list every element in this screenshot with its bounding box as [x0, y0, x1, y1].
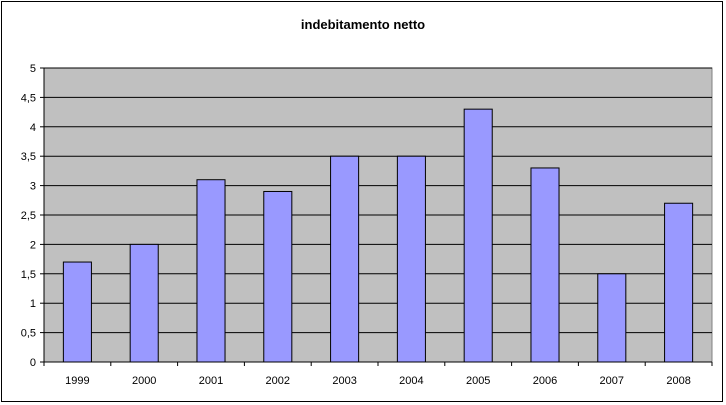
bar-2000 — [129, 243, 159, 363]
x-tick-label: 2008 — [666, 375, 690, 387]
bar-2002 — [263, 190, 293, 363]
x-tick-label: 2003 — [332, 375, 356, 387]
x-tick-label: 2006 — [533, 375, 557, 387]
bar-2001 — [196, 179, 226, 363]
bars — [62, 108, 694, 363]
y-tick-label: 4 — [30, 122, 36, 134]
y-tick-label: 1 — [30, 298, 36, 310]
x-tick-label: 2004 — [399, 375, 423, 387]
x-tick-label: 2001 — [199, 375, 223, 387]
x-tick-label: 2002 — [266, 375, 290, 387]
x-tick-label: 2007 — [600, 375, 624, 387]
y-tick-label: 2 — [30, 239, 36, 251]
bar-2005 — [463, 108, 493, 363]
y-tick-label: 5 — [30, 63, 36, 75]
axes — [43, 68, 712, 363]
y-tick-labels: 0 0,5 1 1,5 2 2,5 3 3,5 4 4,5 5 — [21, 63, 36, 369]
y-tick-label: 0,5 — [21, 328, 36, 340]
y-tick-label: 3 — [30, 181, 36, 193]
x-tick-label: 2005 — [466, 375, 490, 387]
bar-2003 — [330, 155, 360, 363]
bar-2007 — [597, 273, 627, 363]
bar-2006 — [530, 167, 560, 363]
y-tick-label: 3,5 — [21, 151, 36, 163]
bar-1999 — [62, 261, 92, 363]
chart-title: indebitamento netto — [300, 17, 426, 32]
y-tick-label: 4,5 — [21, 92, 36, 104]
x-tick-label: 1999 — [65, 375, 89, 387]
y-tick-label: 2,5 — [21, 210, 36, 222]
x-tick-label: 2000 — [132, 375, 156, 387]
y-tick-label: 1,5 — [21, 269, 36, 281]
y-tick-label: 0 — [30, 357, 36, 369]
bar-2008 — [664, 202, 694, 363]
bar-2004 — [396, 155, 426, 363]
x-tick-labels: 1999 2000 2001 2002 2003 2004 2005 2006 2007 2008 — [65, 375, 691, 387]
